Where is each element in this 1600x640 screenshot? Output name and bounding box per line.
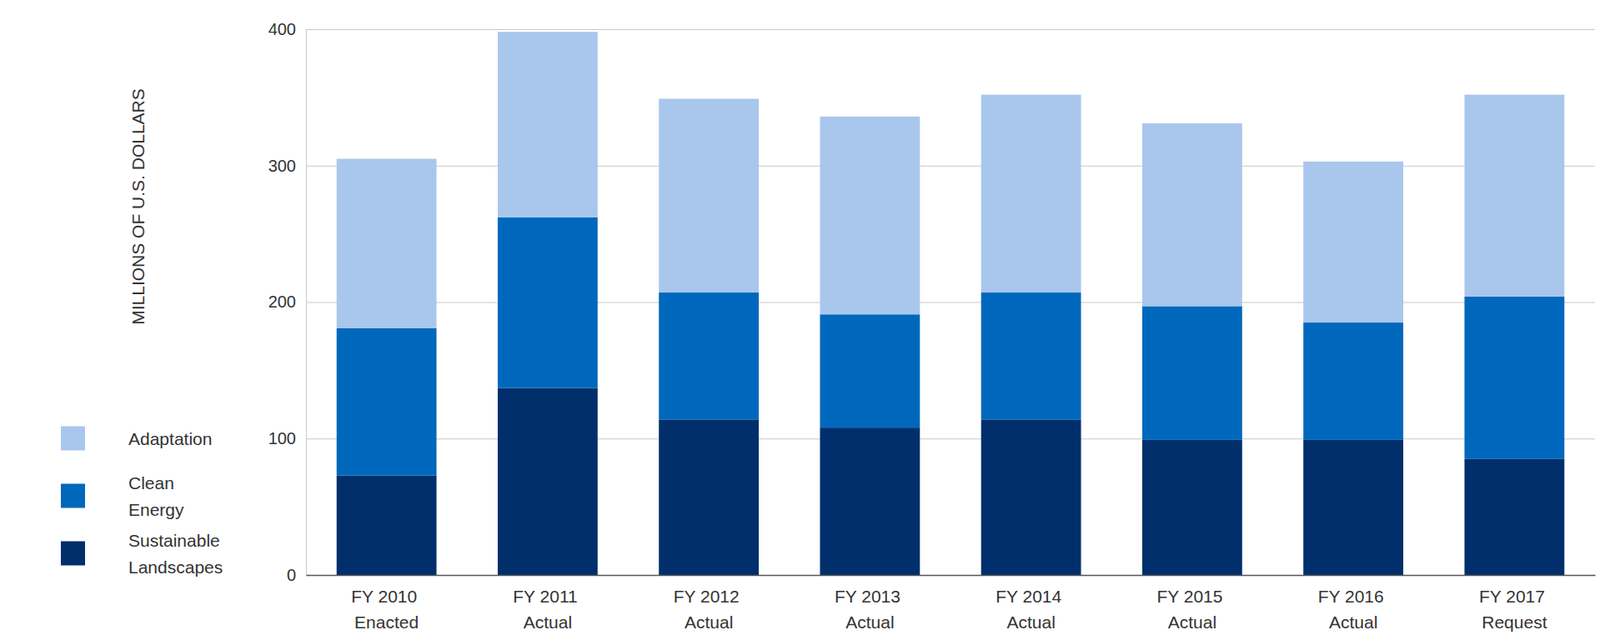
bar <box>1464 95 1565 297</box>
x-tick-label-line: FY 2017 <box>1479 586 1550 607</box>
bar <box>819 427 920 576</box>
x-tick: FY 2015 Actual <box>1156 575 1228 632</box>
bar-series <box>336 31 1565 328</box>
bar <box>1142 440 1243 576</box>
bar <box>1142 123 1243 306</box>
x-tick-label-line: FY 2016 <box>1318 586 1390 607</box>
bar <box>1464 459 1565 576</box>
legend-label: Adaptation <box>128 429 212 449</box>
legend-item: Adaptation <box>60 426 212 452</box>
legend-label-line: Adaptation <box>128 429 212 449</box>
x-tick-label-line: Actual <box>1006 612 1055 632</box>
x-tick-label-line: FY 2011 <box>512 586 582 607</box>
bar <box>497 31 598 218</box>
y-tick: 400 <box>268 20 1595 39</box>
legend-label: Sustainable Landscapes <box>128 531 226 577</box>
legend-swatch <box>60 484 86 509</box>
x-axis-line <box>306 575 1596 577</box>
chart: 0 100 200 300 400 FY 2010 Enacted FY 2011 Actu… <box>0 0 1600 640</box>
bar <box>336 328 437 477</box>
bar <box>658 99 759 294</box>
bar <box>336 475 437 576</box>
x-tick: FY 2013 Actual <box>834 575 906 632</box>
y-tick-label: 200 <box>268 292 296 311</box>
bars <box>336 31 1565 576</box>
legend-label: Clean Energy <box>128 473 185 520</box>
x-tick-label-line: FY 2014 <box>995 586 1067 607</box>
y-tick-label: 400 <box>268 20 296 39</box>
x-tick-label-line: Request <box>1481 612 1547 632</box>
legend-swatch <box>60 426 86 452</box>
bar <box>981 95 1082 293</box>
x-tick: FY 2010 Enacted <box>351 575 422 632</box>
x-tick-label-line: Actual <box>684 612 733 632</box>
bar <box>497 388 598 576</box>
x-tick: FY 2011 Actual <box>512 575 582 632</box>
legend-label-line: Energy <box>128 500 185 520</box>
legend: Adaptation Clean Energy Sustainable Landsc… <box>60 426 226 577</box>
grid-line <box>305 575 1595 577</box>
x-tick-label-line: FY 2013 <box>834 586 906 607</box>
x-tick: FY 2017 Request <box>1479 575 1550 632</box>
y-axis-title: MILLIONS OF U.S. DOLLARS <box>128 88 148 326</box>
legend-swatch <box>60 541 86 567</box>
x-tick: FY 2012 Actual <box>673 575 745 632</box>
x-tick-label-line: FY 2012 <box>673 586 745 607</box>
x-tick-label: FY 2015 Actual <box>1156 586 1228 633</box>
x-tick-label-line: FY 2010 <box>351 586 422 607</box>
bar <box>1142 305 1243 440</box>
x-tick-label: FY 2016 Actual <box>1318 586 1390 633</box>
x-tick-label-line: Enacted <box>354 612 419 632</box>
bar <box>1303 322 1404 441</box>
x-tick-label-line: Actual <box>523 612 572 632</box>
x-tick-label: FY 2014 Actual <box>995 586 1067 633</box>
bar <box>1303 161 1404 323</box>
x-tick: FY 2014 Actual <box>995 575 1067 632</box>
x-tick-label: FY 2012 Actual <box>673 586 745 633</box>
x-tick-label: FY 2013 Actual <box>834 586 906 633</box>
x-tick: FY 2016 Actual <box>1318 575 1390 632</box>
y-tick-label: 0 <box>286 566 296 585</box>
grid-line <box>305 29 1595 31</box>
legend-item: Clean Energy <box>60 473 185 520</box>
legend-label-line: Sustainable <box>128 531 226 551</box>
x-tick-label-line: Actual <box>1168 612 1217 632</box>
bar <box>981 292 1082 420</box>
bar <box>981 419 1082 576</box>
legend-label-line: Clean <box>128 473 180 493</box>
x-tick-label: FY 2011 Actual <box>512 586 582 633</box>
bar <box>1303 440 1404 576</box>
x-tick-label: FY 2010 Enacted <box>351 586 422 633</box>
x-tick-label-line: Actual <box>1329 612 1378 632</box>
bar <box>336 159 437 329</box>
bar <box>497 217 598 389</box>
bar <box>819 116 920 315</box>
legend-item: Sustainable Landscapes <box>60 531 226 577</box>
x-axis: FY 2010 EnactedFY 2011 ActualFY 2012 Act… <box>306 575 1596 632</box>
bar <box>819 314 920 428</box>
x-tick-label-line: Actual <box>845 612 894 632</box>
bar <box>658 292 759 420</box>
bar <box>658 419 759 576</box>
x-tick-label: FY 2017 Request <box>1479 586 1550 633</box>
y-tick-label: 100 <box>268 429 296 448</box>
bar <box>1464 296 1565 460</box>
y-tick-label: 300 <box>268 156 296 176</box>
y-axis: 0 100 200 300 400 <box>268 20 1595 585</box>
x-tick-label-line: FY 2015 <box>1156 586 1228 607</box>
legend-label-line: Landscapes <box>128 557 223 577</box>
